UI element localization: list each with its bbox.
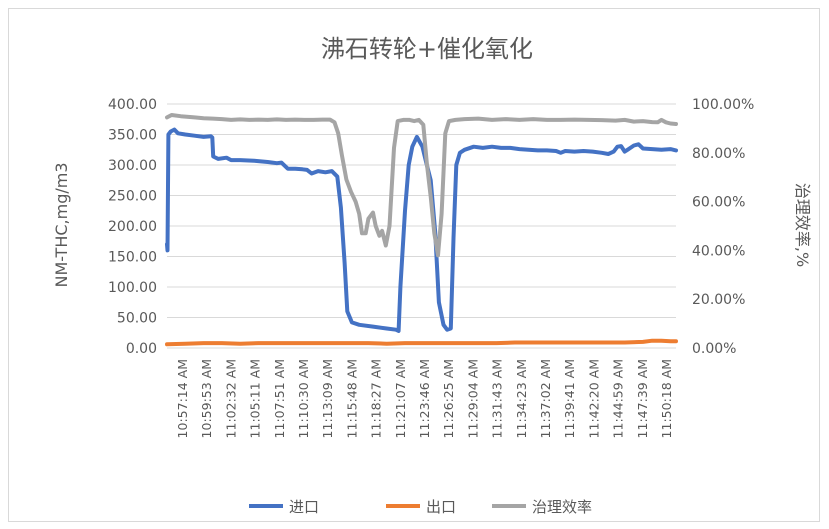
x-tick-label: 11:05:11 AM — [248, 359, 263, 438]
x-tick-label: 11:47:39 AM — [635, 359, 650, 438]
y-tick-label: 250.00 — [108, 189, 157, 205]
x-tick-label: 11:10:30 AM — [296, 359, 311, 438]
y-tick-label: 200.00 — [108, 219, 157, 235]
x-tick-label: 11:23:46 AM — [417, 359, 432, 438]
y2-tick-label: 60.00% — [692, 195, 745, 211]
x-tick-label: 11:37:02 AM — [538, 359, 553, 438]
y-tick-label: 0.00 — [126, 341, 157, 357]
x-tick-label: 11:13:09 AM — [320, 359, 335, 438]
chart-svg: 沸石转轮+催化氧化 0.00 50.00 100.00 150.00 200.00 250… — [52, 35, 812, 516]
x-tick-label: 11:18:27 AM — [369, 359, 384, 438]
x-tick-label: 11:42:20 AM — [586, 359, 601, 438]
legend-label: 进口 — [289, 498, 319, 516]
legend: 进口 出口 治理效率 — [249, 498, 592, 516]
series-lines — [165, 113, 678, 347]
y2-axis-label: 治理效率,% — [793, 183, 812, 267]
x-tick-label: 11:31:43 AM — [490, 359, 505, 438]
x-tick-label: 11:39:41 AM — [562, 359, 577, 438]
y-axis-ticks: 0.00 50.00 100.00 150.00 200.00 250.00 300.00 3… — [108, 97, 157, 357]
gridlines — [167, 103, 676, 349]
series-line-出口 — [165, 338, 678, 347]
x-tick-label: 11:26:25 AM — [441, 359, 456, 438]
x-tick-label: 11:21:07 AM — [393, 359, 408, 438]
series-line-进口 — [165, 127, 678, 333]
legend-label: 治理效率 — [532, 498, 592, 516]
y2-tick-label: 40.00% — [692, 243, 745, 259]
x-tick-label: 11:07:51 AM — [272, 359, 287, 438]
legend-label: 出口 — [426, 498, 456, 516]
chart-frame: 沸石转轮+催化氧化 0.00 50.00 100.00 150.00 200.00 250… — [8, 8, 820, 522]
y-tick-label: 350.00 — [108, 128, 157, 144]
y-tick-label: 150.00 — [108, 250, 157, 266]
x-tick-label: 11:29:04 AM — [465, 359, 480, 438]
x-tick-label: 10:59:53 AM — [199, 359, 214, 438]
y2-tick-label: 0.00% — [692, 341, 736, 357]
y2-tick-label: 20.00% — [692, 292, 745, 308]
y2-axis-ticks: 0.00% 20.00% 40.00% 60.00% 80.00% 100.00% — [692, 97, 754, 357]
y2-tick-label: 80.00% — [692, 146, 745, 162]
y-tick-label: 300.00 — [108, 158, 157, 174]
x-axis-ticks: 10:57:14 AM 10:59:53 AM 11:02:32 AM 11:05:1… — [175, 359, 674, 438]
x-tick-label: 11:50:18 AM — [659, 359, 674, 438]
x-tick-label: 10:57:14 AM — [175, 359, 190, 438]
series-line-治理效率 — [165, 113, 678, 258]
x-tick-label: 11:02:32 AM — [223, 359, 238, 438]
x-tick-label: 11:34:23 AM — [514, 359, 529, 438]
y-tick-label: 50.00 — [117, 311, 157, 327]
y2-tick-label: 100.00% — [692, 97, 754, 113]
y-tick-label: 400.00 — [108, 97, 157, 113]
y-tick-label: 100.00 — [108, 280, 157, 296]
y-axis-label: NM-THC,mg/m3 — [52, 162, 71, 287]
chart-title: 沸石转轮+催化氧化 — [321, 35, 533, 63]
x-tick-label: 11:44:59 AM — [611, 359, 626, 438]
x-tick-label: 11:15:48 AM — [344, 359, 359, 438]
